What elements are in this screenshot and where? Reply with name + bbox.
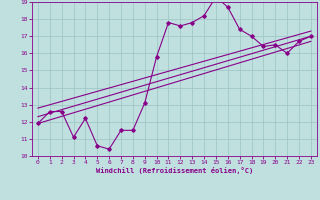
X-axis label: Windchill (Refroidissement éolien,°C): Windchill (Refroidissement éolien,°C) (96, 167, 253, 174)
